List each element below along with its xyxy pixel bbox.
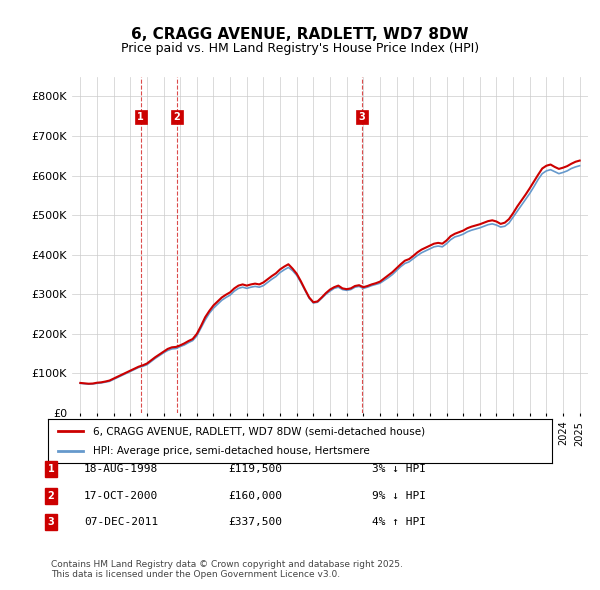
Text: 9% ↓ HPI: 9% ↓ HPI: [372, 491, 426, 500]
Text: 6, CRAGG AVENUE, RADLETT, WD7 8DW (semi-detached house): 6, CRAGG AVENUE, RADLETT, WD7 8DW (semi-…: [94, 427, 425, 436]
Text: 6, CRAGG AVENUE, RADLETT, WD7 8DW: 6, CRAGG AVENUE, RADLETT, WD7 8DW: [131, 27, 469, 41]
Text: 2: 2: [173, 112, 180, 122]
Text: 3% ↓ HPI: 3% ↓ HPI: [372, 464, 426, 474]
Text: £337,500: £337,500: [228, 517, 282, 527]
Text: 1: 1: [137, 112, 144, 122]
Text: 3: 3: [47, 517, 55, 527]
Text: 3: 3: [359, 112, 365, 122]
Text: 4% ↑ HPI: 4% ↑ HPI: [372, 517, 426, 527]
Text: Contains HM Land Registry data © Crown copyright and database right 2025.
This d: Contains HM Land Registry data © Crown c…: [51, 560, 403, 579]
Text: Price paid vs. HM Land Registry's House Price Index (HPI): Price paid vs. HM Land Registry's House …: [121, 42, 479, 55]
Text: 17-OCT-2000: 17-OCT-2000: [84, 491, 158, 500]
Text: £119,500: £119,500: [228, 464, 282, 474]
Text: HPI: Average price, semi-detached house, Hertsmere: HPI: Average price, semi-detached house,…: [94, 446, 370, 455]
Text: 18-AUG-1998: 18-AUG-1998: [84, 464, 158, 474]
Text: 1: 1: [47, 464, 55, 474]
Text: 07-DEC-2011: 07-DEC-2011: [84, 517, 158, 527]
Text: 2: 2: [47, 491, 55, 500]
Text: £160,000: £160,000: [228, 491, 282, 500]
